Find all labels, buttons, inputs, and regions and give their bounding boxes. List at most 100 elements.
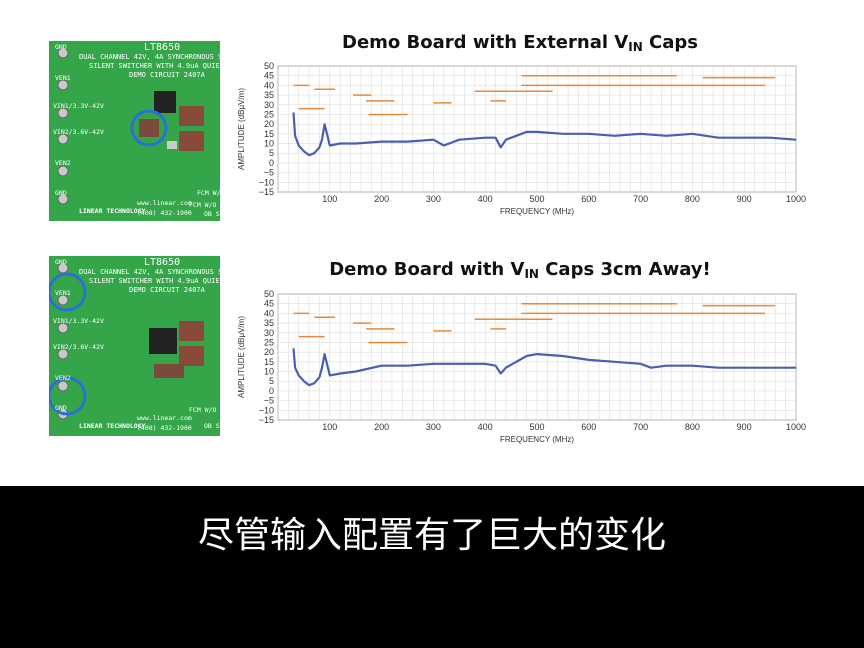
y-tick-label: −15 (259, 187, 274, 197)
x-tick-label: 400 (478, 422, 493, 432)
emi-spectrum-chart: 100 200 300 400 500 600 700 800 900 1000504540353… (237, 61, 806, 216)
spectrum-trace (292, 112, 797, 157)
y-tick-label: 25 (264, 109, 274, 119)
y-tick-label: 10 (264, 367, 274, 377)
board-footer-phone: (408) 432-1900 (137, 209, 192, 217)
y-tick-label: 30 (264, 100, 274, 110)
x-tick-label: 900 (737, 422, 752, 432)
y-tick-label: 5 (269, 376, 274, 386)
board-right-text: FCM W/O (189, 201, 217, 209)
x-tick-label: 500 (529, 194, 544, 204)
demo-board-photo: LT8650 DUAL CHANNEL 42V, 4A SYNCHRONOUS … (49, 256, 220, 436)
y-tick-label: 20 (264, 347, 274, 357)
x-tick-label: 800 (685, 422, 700, 432)
pin-label: GND (55, 258, 67, 266)
x-tick-label: 100 (322, 194, 337, 204)
y-tick-label: 45 (264, 299, 274, 309)
y-tick-label: 35 (264, 318, 274, 328)
board-right-text: FCM W/S (197, 189, 220, 197)
y-axis-label: AMPLITUDE (dBμV/m) (237, 316, 246, 398)
x-tick-label: 500 (529, 422, 544, 432)
y-tick-label: 0 (269, 158, 274, 168)
y-tick-label: −10 (259, 177, 274, 187)
board-text-line: DUAL CHANNEL 42V, 4A SYNCHRONOUS ST (79, 53, 220, 61)
board-text-line: DEMO CIRCUIT 2407A (129, 71, 205, 79)
board-right-text: OB S (204, 422, 220, 430)
y-tick-label: 50 (264, 61, 274, 71)
board-text-line: DEMO CIRCUIT 2407A (129, 286, 205, 294)
chart-title: Demo Board with External VIN Caps (240, 32, 800, 54)
x-tick-label: 100 (322, 422, 337, 432)
x-tick-label: 1000 (786, 422, 806, 432)
brand-logo: LINEAR TECHNOLOGY (79, 422, 146, 430)
chart-title-subscript: IN (524, 267, 539, 281)
pin-label: VIN2/3.6V-42V (53, 128, 104, 136)
board-part-label: LT8650 (144, 257, 181, 268)
x-tick-label: 600 (581, 422, 596, 432)
x-tick-label: 700 (633, 422, 648, 432)
subtitle-bar (0, 486, 864, 648)
emi-spectrum-chart: 100 200 300 400 500 600 700 800 900 1000504540353… (237, 289, 806, 444)
y-tick-label: 45 (264, 71, 274, 81)
spectrum-trace (292, 348, 796, 387)
x-axis-label: FREQUENCY (MHz) (500, 435, 574, 444)
y-tick-label: 40 (264, 308, 274, 318)
board-text-line: SILENT SWITCHER WITH 4.9uA QUIESCENT (89, 277, 220, 285)
chart-title-text: Caps 3cm Away! (538, 259, 711, 280)
x-tick-label: 300 (426, 422, 441, 432)
y-tick-label: 10 (264, 139, 274, 149)
y-tick-label: −5 (264, 396, 274, 406)
y-tick-label: 15 (264, 357, 274, 367)
x-tick-label: 400 (478, 194, 493, 204)
y-tick-label: 5 (269, 148, 274, 158)
board-text-line: SILENT SWITCHER WITH 4.9uA QUIESCENT (89, 62, 220, 70)
x-tick-label: 900 (737, 194, 752, 204)
pin-label: GND (55, 43, 67, 51)
board-artwork (49, 256, 220, 436)
chart-title: Demo Board with VIN Caps 3cm Away! (240, 259, 800, 281)
chart-title-subscript: IN (628, 40, 643, 54)
y-tick-label: 25 (264, 337, 274, 347)
chart-title-text: Caps (642, 32, 698, 53)
pin-label: GND (55, 189, 67, 197)
x-tick-label: 600 (581, 194, 596, 204)
y-tick-label: 15 (264, 129, 274, 139)
y-tick-label: 40 (264, 80, 274, 90)
x-axis-label: FREQUENCY (MHz) (500, 207, 574, 216)
x-tick-label: 200 (374, 194, 389, 204)
pin-label: VEN2 (55, 374, 71, 382)
board-right-text: FCM W/O (189, 406, 217, 414)
chart-title-text: Demo Board with V (329, 259, 525, 280)
board-artwork (49, 41, 220, 221)
brand-logo: LINEAR TECHNOLOGY (79, 207, 146, 215)
y-tick-label: 50 (264, 289, 274, 299)
x-tick-label: 800 (685, 194, 700, 204)
y-axis-label: AMPLITUDE (dBμV/m) (237, 88, 246, 170)
x-tick-label: 700 (633, 194, 648, 204)
y-tick-label: −15 (259, 415, 274, 425)
subtitle-text: 尽管输入配置有了巨大的变化 (197, 515, 666, 556)
pin-label: VIN2/3.6V-42V (53, 343, 104, 351)
y-tick-label: 30 (264, 328, 274, 338)
x-tick-label: 1000 (786, 194, 806, 204)
board-right-text: OB S (204, 210, 220, 218)
y-tick-label: 35 (264, 90, 274, 100)
y-tick-label: −10 (259, 405, 274, 415)
demo-board-photo: LT8650 DUAL CHANNEL 42V, 4A SYNCHRONOUS … (49, 41, 220, 221)
chart-title-text: Demo Board with External V (342, 32, 629, 53)
x-tick-label: 300 (426, 194, 441, 204)
board-part-label: LT8650 (144, 42, 181, 53)
board-footer-phone: (408) 432-1900 (137, 424, 192, 432)
pin-label: VIN1/3.3V-42V (53, 317, 104, 325)
board-footer-url: www.linear.com (137, 199, 192, 207)
pin-label: GND (55, 404, 67, 412)
pin-label: VEN2 (55, 159, 71, 167)
y-tick-label: 0 (269, 386, 274, 396)
pin-label: VEN1 (55, 289, 71, 297)
pin-label: VIN1/3.3V-42V (53, 102, 104, 110)
board-footer-url: www.linear.com (137, 414, 192, 422)
y-tick-label: 20 (264, 119, 274, 129)
pin-label: VEN1 (55, 74, 71, 82)
y-tick-label: −5 (264, 168, 274, 178)
board-text-line: DUAL CHANNEL 42V, 4A SYNCHRONOUS ST (79, 268, 220, 276)
